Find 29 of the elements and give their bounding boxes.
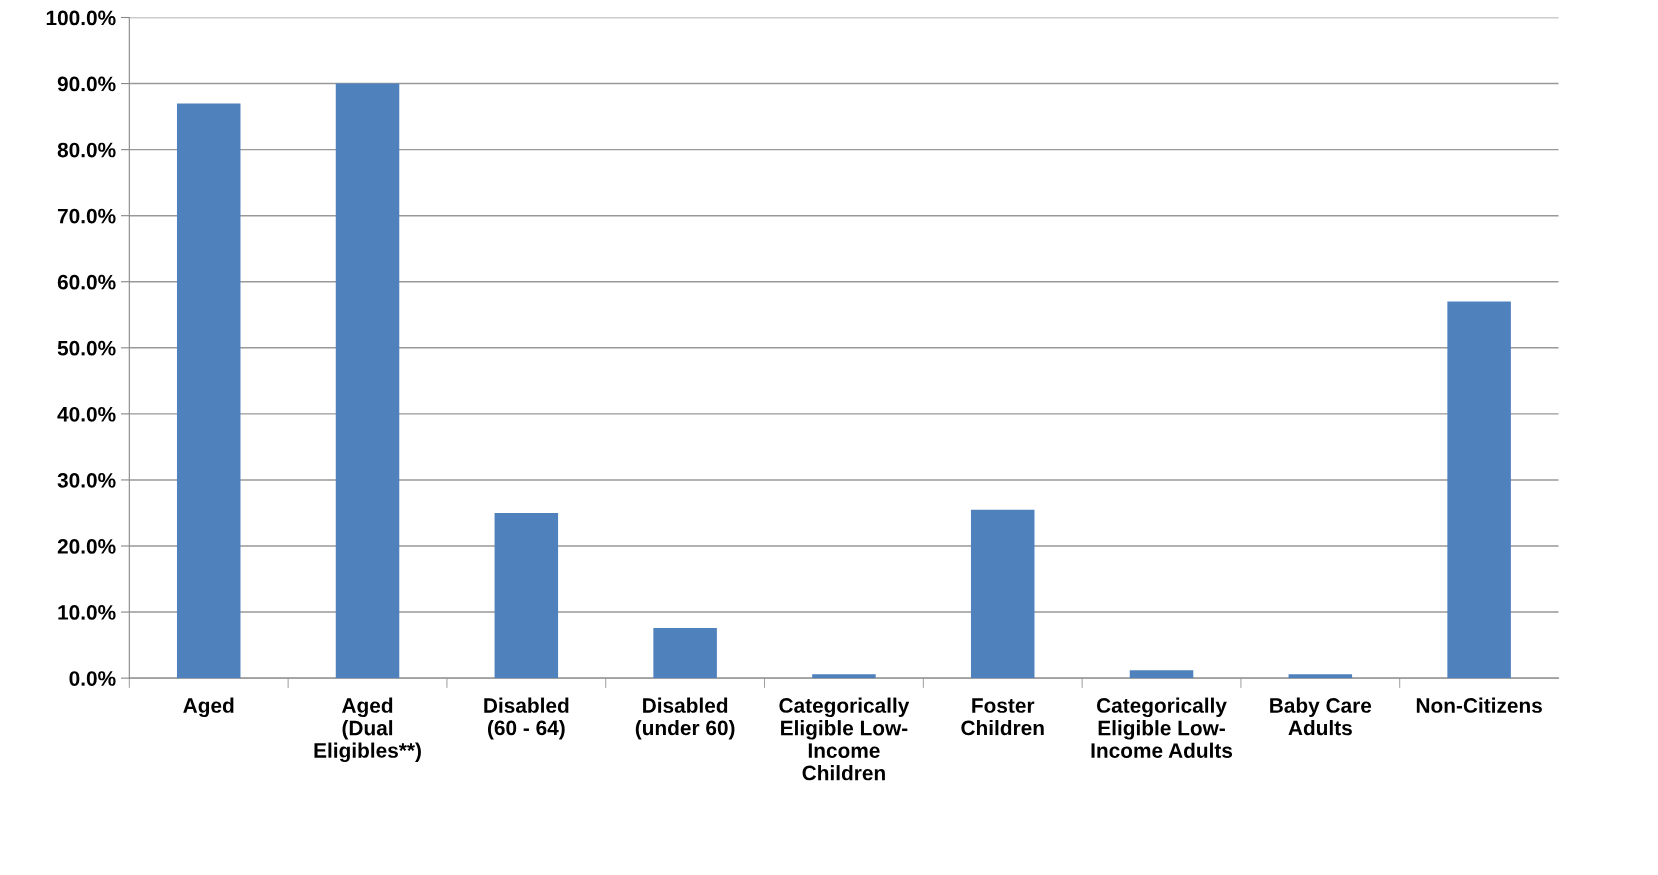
bar [335,83,400,679]
y-tick-label: 50.0% [57,340,116,356]
x-tick-label: Categorically Eligible Low- Income Adults [1091,697,1233,758]
y-tick-label: 0.0% [69,671,116,686]
bar [176,103,241,679]
bar [1447,301,1511,679]
x-tick-label: Foster Children [961,698,1044,736]
bar [653,627,717,679]
y-tick-label: 10.0% [58,605,116,620]
bar [970,509,1035,679]
x-tick-label: Aged [183,697,234,718]
bar [494,512,559,679]
x-tick-label: Disabled (under 60) [635,697,735,740]
y-tick-label: 20.0% [57,539,116,554]
x-tick-label: Baby Care Adults [1270,697,1372,736]
x-tick-label: Non-Citizens [1416,697,1542,713]
x-tick-label: Disabled (60 - 64) [484,697,569,740]
y-tick-label: 70.0% [57,208,116,224]
x-tick-label: Aged (Dual Eligibles**) [314,697,421,763]
bar [1288,674,1353,679]
y-tick-label: 30.0% [57,472,116,488]
bar [812,674,876,679]
y-tick-label: 80.0% [57,142,116,158]
y-tick-label: 60.0% [57,274,116,290]
y-tick-label: 100.0% [46,10,116,26]
y-tick-label: 40.0% [57,406,116,422]
y-tick-label: 90.0% [57,76,116,92]
x-tick-label: Categorically Eligible Low- Income Children [779,697,910,781]
bar [1129,670,1194,679]
